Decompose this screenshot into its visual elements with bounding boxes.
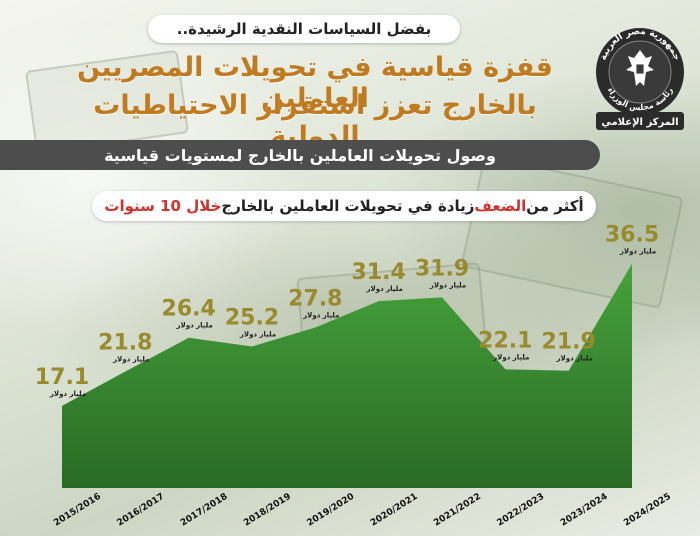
value-label: 27.8 <box>288 287 342 312</box>
value-label: 25.2 <box>225 306 279 331</box>
subtitle-bar: وصول تحويلات العاملين بالخارج لمستويات ق… <box>0 140 600 170</box>
unit-label: مليار دولار <box>492 353 529 361</box>
value-label: 22.1 <box>478 328 532 353</box>
unit-label: مليار دولار <box>366 285 403 293</box>
unit-label: مليار دولار <box>302 312 339 320</box>
headline-part-2: زيادة في تحويلات العاملين بالخارج <box>221 197 475 215</box>
x-tick-label: 2020/2021 <box>369 492 420 529</box>
unit-label: مليار دولار <box>239 331 276 339</box>
headline-accent-1: الضعف <box>474 197 527 215</box>
unit-label: مليار دولار <box>49 390 86 398</box>
chart-x-axis-ticks: 2015/2016 2016/2017 2017/2018 2018/2019 2019… <box>52 492 673 529</box>
x-tick-label: 2021/2022 <box>432 492 483 529</box>
x-tick-label: 2018/2019 <box>242 492 293 529</box>
logo-caption: المركز الإعلامي <box>601 117 678 128</box>
value-label: 31.4 <box>352 260 406 285</box>
header-tagline: بفضل السياسات النقدية الرشيدة.. <box>148 15 460 43</box>
page-title-line-1: قفزة قياسية في تحويلات المصريين العاملين <box>77 52 553 114</box>
value-label: 17.1 <box>35 365 89 390</box>
headline-accent-2: خلال 10 سنوات <box>104 197 222 215</box>
x-tick-label: 2019/2020 <box>306 492 357 529</box>
x-tick-label: 2022/2023 <box>496 492 547 529</box>
x-tick-label: 2015/2016 <box>52 492 103 529</box>
headline-part-1: أكثر من <box>526 197 584 215</box>
x-tick-label: 2017/2018 <box>179 492 230 529</box>
unit-label: مليار دولار <box>112 356 149 364</box>
x-tick-label: 2016/2017 <box>116 492 167 529</box>
value-label: 26.4 <box>162 297 216 322</box>
x-tick-label: 2023/2024 <box>559 492 610 529</box>
unit-label: مليار دولار <box>176 322 213 330</box>
value-label: 31.9 <box>415 256 469 281</box>
value-label: 21.9 <box>542 330 596 355</box>
unit-label: مليار دولار <box>619 248 656 256</box>
eagle-emblem-icon <box>626 50 654 86</box>
unit-label: مليار دولار <box>556 355 593 363</box>
value-label: 36.5 <box>605 223 659 248</box>
unit-label: مليار دولار <box>429 281 466 289</box>
x-tick-label: 2024/2025 <box>622 492 673 529</box>
value-label: 21.8 <box>98 331 152 356</box>
cabinet-media-center-logo: جمهورية مصر العربية رئاسة مجلس الوزراء ا… <box>596 27 684 130</box>
chart-headline: أكثر من الضعف زيادة في تحويلات العاملين … <box>92 191 596 221</box>
chart-area-fill <box>62 263 632 488</box>
